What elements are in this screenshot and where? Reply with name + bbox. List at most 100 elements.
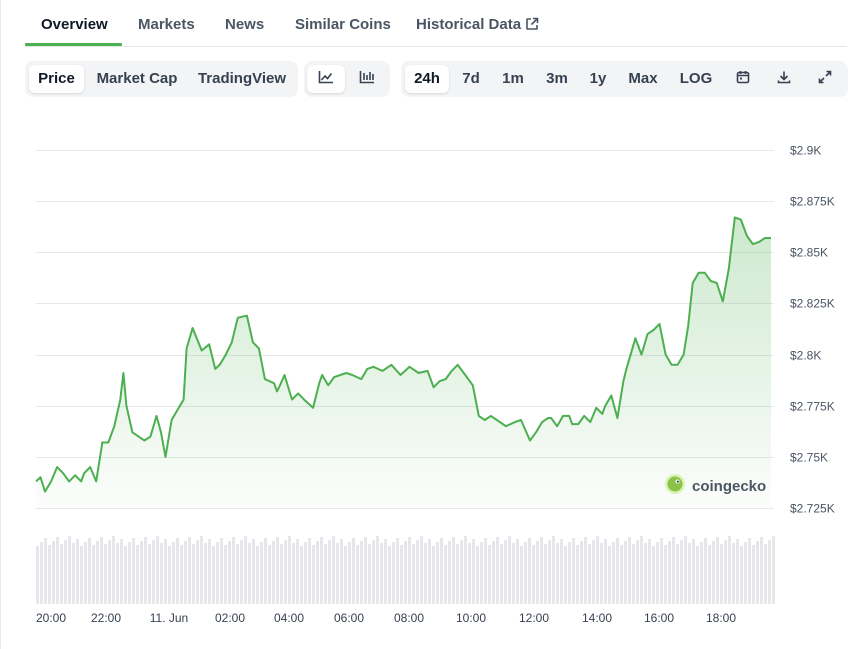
volume-bar: [524, 542, 527, 604]
volume-bar: [592, 540, 595, 604]
volume-bar: [664, 545, 667, 604]
x-tick-label: 04:00: [274, 611, 304, 625]
volume-bar: [740, 546, 743, 604]
price-line: [35, 216, 771, 493]
volume-bar: [68, 536, 71, 604]
x-tick-label: 06:00: [334, 611, 364, 625]
tab-similar-coins[interactable]: Similar Coins: [295, 16, 391, 33]
volume-bar: [580, 541, 583, 604]
volume-bar: [532, 545, 535, 604]
volume-bar: [260, 542, 263, 604]
range-3m-button[interactable]: 3m: [546, 70, 568, 87]
volume-bar: [368, 544, 371, 604]
volume-bar: [40, 542, 43, 604]
active-tab-indicator: [25, 43, 122, 46]
watermark-text: coingecko: [692, 478, 767, 495]
x-tick-label: 22:00: [91, 611, 121, 625]
volume-bar: [380, 543, 383, 604]
volume-bar: [208, 539, 211, 604]
volume-bar: [604, 539, 607, 604]
volume-bar: [104, 544, 107, 604]
x-tick-label: 14:00: [582, 611, 612, 625]
left-border: [0, 0, 1, 649]
volume-bar: [156, 536, 159, 604]
volume-bar: [340, 539, 343, 604]
log-scale-button[interactable]: LOG: [679, 70, 713, 87]
volume-bar: [508, 536, 511, 604]
line-chart-icon: [318, 70, 334, 89]
volume-bar: [572, 538, 575, 604]
volume-bar: [688, 543, 691, 604]
market-cap-button[interactable]: Market Cap: [96, 70, 178, 87]
time-range-selector: 24h 7d 1m 3m 1y Max LOG: [401, 61, 848, 97]
volume-bar: [736, 539, 739, 604]
volume-bar: [640, 536, 643, 604]
volume-bar: [668, 541, 671, 604]
volume-bar: [280, 544, 283, 604]
volume-bar: [548, 540, 551, 604]
range-1m-button[interactable]: 1m: [502, 70, 524, 87]
volume-bar: [96, 541, 99, 604]
range-1y-button[interactable]: 1y: [589, 70, 607, 87]
volume-bar: [384, 539, 387, 604]
volume-bar: [512, 543, 515, 604]
volume-bar: [488, 545, 491, 604]
price-button[interactable]: Price: [29, 65, 84, 93]
volume-bar: [364, 537, 367, 604]
volume-bar: [700, 542, 703, 604]
x-tick-label: 08:00: [394, 611, 424, 625]
tab-historical-data[interactable]: Historical Data: [416, 16, 539, 35]
fullscreen-button[interactable]: [806, 65, 844, 93]
calendar-button[interactable]: [724, 65, 762, 93]
volume-bar: [616, 538, 619, 604]
x-tick-label: 20:00: [36, 611, 66, 625]
volume-bar: [44, 538, 47, 604]
volume-bar: [416, 540, 419, 604]
line-chart-button[interactable]: [307, 65, 345, 93]
volume-bar: [224, 545, 227, 604]
tab-overview[interactable]: Overview: [41, 16, 108, 33]
volume-bar: [392, 542, 395, 604]
volume-bar: [644, 543, 647, 604]
range-7d-button[interactable]: 7d: [462, 70, 480, 87]
volume-bar: [428, 539, 431, 604]
volume-bar: [56, 537, 59, 604]
tab-news[interactable]: News: [225, 16, 265, 33]
volume-bar: [204, 543, 207, 604]
candlestick-chart-button[interactable]: [348, 65, 386, 93]
volume-bar: [236, 544, 239, 604]
tradingview-button[interactable]: TradingView: [197, 70, 287, 87]
volume-bar: [212, 546, 215, 604]
candlestick-chart-icon: [359, 70, 375, 89]
volume-bar: [552, 536, 555, 604]
volume-bar: [252, 539, 255, 604]
volume-bar: [112, 536, 115, 604]
volume-bar: [744, 542, 747, 604]
range-24h-button[interactable]: 24h: [405, 65, 449, 93]
volume-bar: [196, 540, 199, 604]
volume-bar: [324, 544, 327, 604]
volume-bar: [684, 536, 687, 604]
tab-markets[interactable]: Markets: [138, 16, 195, 33]
volume-bar: [320, 537, 323, 604]
volume-bar: [268, 545, 271, 604]
x-tick-label: 12:00: [519, 611, 549, 625]
y-tick-label: $2.75K: [790, 451, 828, 465]
download-button[interactable]: [765, 65, 803, 93]
y-tick-label: $2.9K: [790, 144, 821, 158]
volume-bar: [620, 545, 623, 604]
volume-bar: [228, 541, 231, 604]
volume-bar: [216, 542, 219, 604]
volume-bar: [144, 537, 147, 604]
volume-bar: [716, 537, 719, 604]
volume-bar: [636, 540, 639, 604]
coingecko-logo-icon: [664, 473, 686, 500]
volume-bar: [120, 539, 123, 604]
volume-bar: [676, 544, 679, 604]
volume-bar: [452, 537, 455, 604]
range-max-button[interactable]: Max: [628, 70, 658, 87]
volume-bar: [584, 537, 587, 604]
volume-bar: [648, 539, 651, 604]
volume-bar: [624, 541, 627, 604]
